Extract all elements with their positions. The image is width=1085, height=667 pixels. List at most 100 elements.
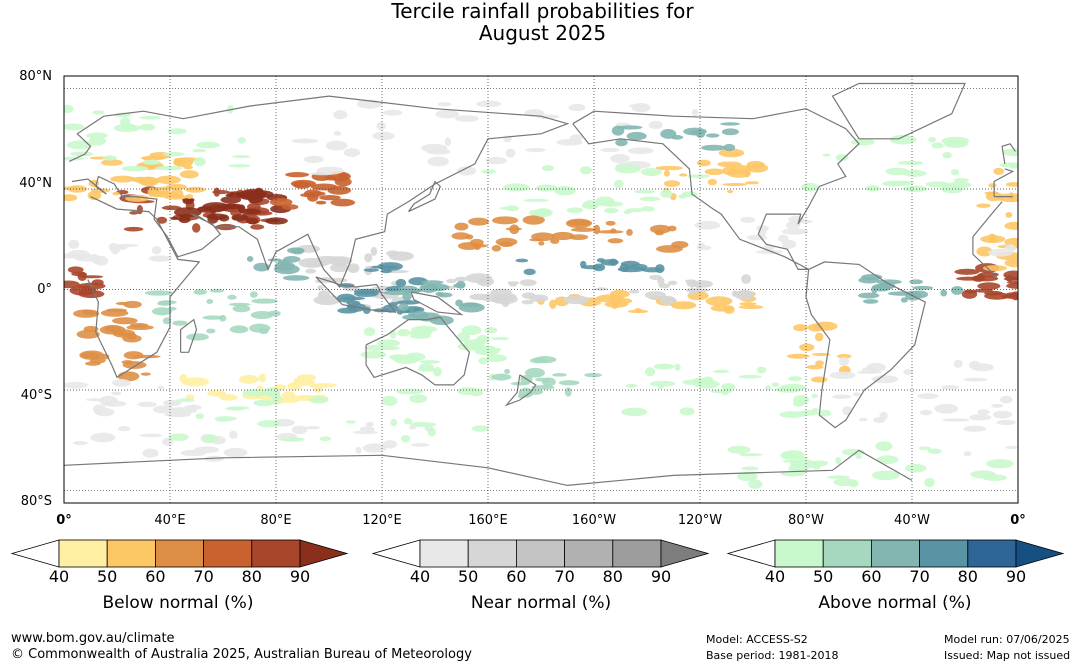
probability-patch (313, 295, 341, 306)
lon-label-160e: 160°E (468, 513, 508, 528)
probability-patch (202, 202, 230, 212)
probability-patch (305, 268, 317, 274)
probability-patch (746, 234, 768, 241)
probability-patch (950, 169, 960, 176)
probability-patch (1006, 280, 1018, 285)
probability-patch (258, 373, 267, 383)
coast-africa (87, 196, 1003, 379)
probability-patch (142, 448, 159, 458)
probability-patch (337, 172, 349, 180)
probability-patch (855, 454, 862, 460)
probability-patch (227, 294, 237, 300)
probability-patch (961, 289, 978, 299)
probability-patch (219, 314, 227, 322)
probability-patch (451, 232, 471, 240)
probability-patch (68, 239, 80, 249)
probability-patch (172, 320, 188, 326)
probability-patch (281, 204, 299, 210)
probability-patch (827, 475, 851, 479)
probability-patch (421, 143, 448, 153)
probability-patch (223, 447, 248, 458)
probability-patch (490, 337, 510, 341)
probability-patch (496, 293, 511, 301)
probability-patch (977, 282, 1001, 290)
probability-patch (193, 289, 207, 295)
probability-patch (670, 301, 697, 310)
probability-patch (521, 292, 536, 299)
probability-patch (419, 363, 434, 372)
probability-patch (634, 189, 656, 194)
probability-patch (64, 104, 74, 114)
probability-patch (850, 138, 875, 146)
probability-patch (291, 138, 319, 144)
probability-patch (265, 217, 288, 225)
probability-patch (992, 410, 1012, 419)
probability-patch (162, 437, 174, 446)
probability-patch (372, 131, 395, 141)
probability-patch (409, 422, 437, 427)
probability-patch (1004, 237, 1018, 247)
probability-patch (1005, 244, 1017, 253)
probability-patch (717, 161, 742, 168)
probability-patch (383, 109, 403, 116)
probability-patch (408, 425, 417, 430)
probability-patch (309, 172, 335, 176)
colorbar-swatch (822, 539, 872, 568)
probability-patch (137, 401, 157, 408)
probability-patch (94, 255, 109, 266)
probability-patch (167, 306, 177, 311)
probability-patch (563, 295, 590, 305)
probability-patch (858, 417, 868, 422)
lon-label-0-left: 0° (56, 513, 72, 528)
probability-patch (722, 389, 729, 396)
probability-patch (213, 187, 221, 197)
probability-patch (503, 183, 530, 192)
probability-patch (615, 139, 628, 147)
probability-patch (161, 187, 169, 196)
probability-patch (102, 400, 127, 407)
probability-patch (631, 102, 651, 113)
probability-patch (538, 241, 545, 246)
probability-patch (876, 455, 899, 464)
probability-patch (363, 268, 380, 272)
probability-patch (595, 196, 615, 207)
probability-patch (107, 326, 115, 332)
probability-patch (403, 418, 413, 425)
coast-south-america (805, 261, 926, 429)
probability-patch (621, 407, 648, 417)
probability-patch (1005, 211, 1013, 218)
probability-patch (427, 427, 436, 437)
probability-patch (229, 325, 249, 334)
probability-patch (465, 273, 493, 283)
probability-patch (781, 239, 797, 249)
probability-patch (712, 369, 730, 374)
probability-patch (228, 302, 251, 307)
probability-patch (912, 285, 934, 290)
probability-patch (253, 262, 270, 272)
coast-antarctica (64, 449, 913, 487)
probability-patch (317, 285, 324, 290)
colorbar-extend-high (299, 539, 349, 568)
probability-patch (648, 120, 663, 130)
probability-patch (70, 151, 94, 157)
probability-patch (991, 403, 1004, 408)
probability-patch (454, 276, 468, 282)
probability-patch (565, 218, 592, 229)
probability-patch (792, 324, 808, 332)
probability-patch (550, 238, 560, 244)
colorbar-tick-label: 40 (764, 567, 786, 586)
probability-patch (291, 247, 305, 255)
probability-patch (928, 136, 937, 143)
probability-patch (954, 268, 980, 275)
colorbar-tick-label: 60 (506, 567, 527, 586)
probability-patch (364, 253, 373, 263)
colorbar-tick-label: 90 (1005, 567, 1027, 586)
probability-patch (381, 395, 398, 406)
probability-patch (382, 304, 400, 313)
probability-patch (499, 206, 517, 211)
colorbar-swatch (516, 539, 566, 568)
probability-patch (313, 385, 323, 393)
probability-patch (671, 240, 689, 249)
probability-patch (659, 295, 677, 305)
probability-patch (220, 196, 242, 204)
